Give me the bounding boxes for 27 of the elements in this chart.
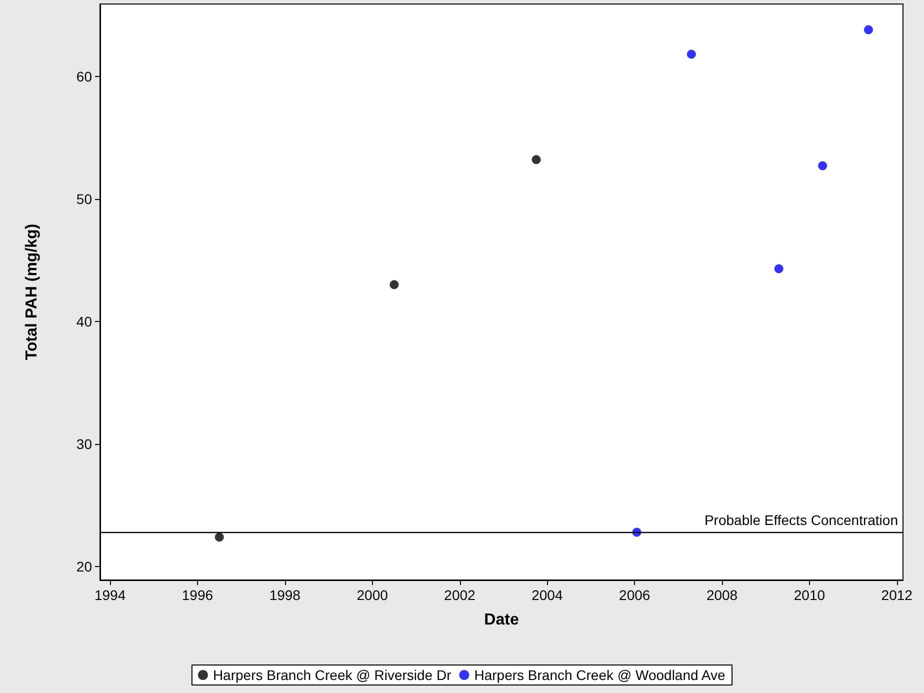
point (686, 50, 696, 59)
y-tick-label: 30 (76, 436, 92, 452)
y-tick-label: 60 (76, 68, 92, 84)
point (774, 264, 784, 274)
point (390, 280, 399, 290)
x-tick-label: 2002 (444, 587, 476, 603)
y-tick-label: 20 (76, 558, 92, 575)
x-tick-label: 2008 (706, 587, 738, 603)
y-axis-title: Total PAH (mg/kg) (24, 224, 40, 360)
point (864, 25, 873, 34)
legend-label: Harpers Branch Creek @ Woodland Ave (474, 667, 726, 683)
legend-label: Harpers Branch Creek @ Riverside Dr (212, 667, 452, 683)
x-tick-label: 2010 (794, 587, 826, 603)
point (214, 532, 224, 542)
x-tick-label: 2006 (619, 587, 650, 603)
point (818, 161, 828, 170)
x-axis-title: Date (484, 612, 519, 628)
x-tick-label: 1996 (182, 587, 214, 603)
x-tick-label: 1994 (94, 587, 126, 603)
x-tick-label: 2004 (532, 587, 563, 603)
y-tick-label: 50 (76, 190, 92, 207)
x-tick-label: 1998 (269, 587, 301, 603)
x-tick-label: 2012 (881, 587, 913, 603)
point (532, 155, 541, 164)
ref-line-label: Probable Effects Concentration (704, 512, 898, 528)
y-tick-label: 40 (76, 313, 92, 330)
x-tick-label: 2000 (356, 587, 388, 603)
